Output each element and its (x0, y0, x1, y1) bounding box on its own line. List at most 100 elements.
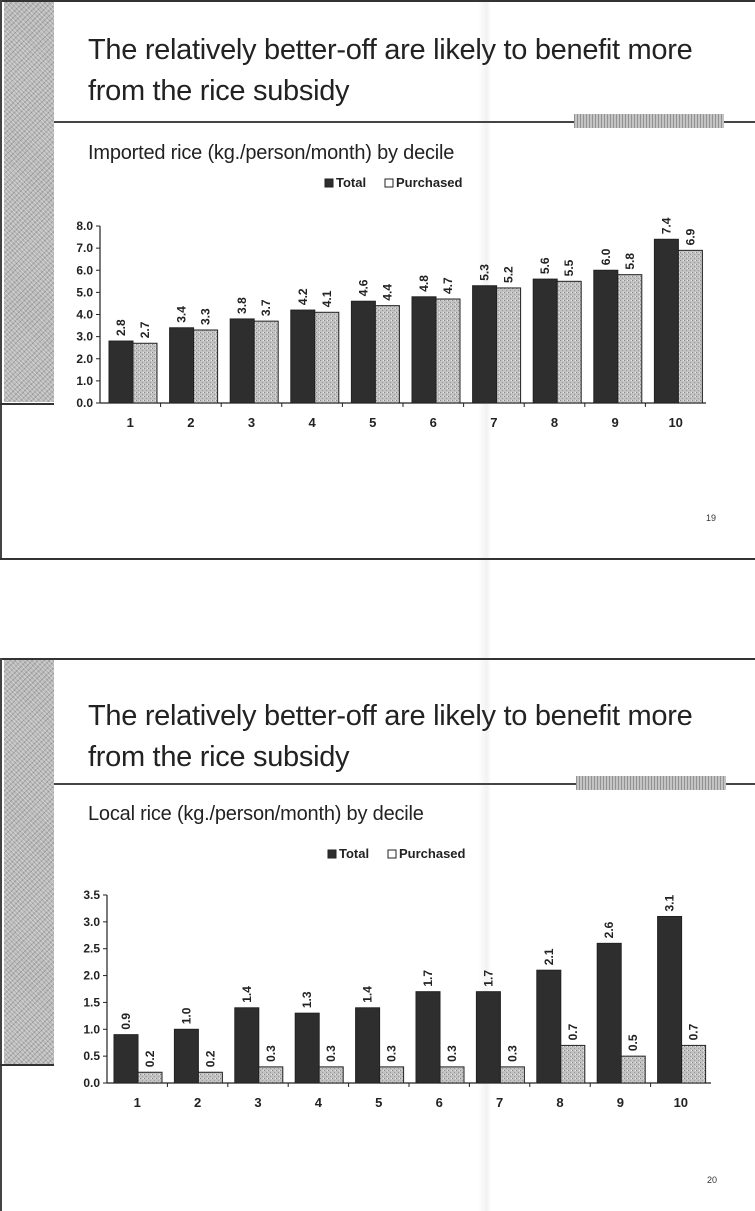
chart-subtitle: Imported rice (kg./person/month) by deci… (88, 142, 455, 164)
data-label: 4.2 (296, 288, 310, 305)
bar-total (350, 300, 376, 404)
bar-total (113, 1034, 139, 1084)
data-label: 3.1 (663, 894, 677, 911)
title-texture-strip (574, 114, 724, 128)
bar-purchased (374, 305, 400, 404)
slide-decorative-sidebar (4, 2, 54, 402)
slide-top-border (0, 0, 755, 2)
y-tick-label: 2.0 (83, 969, 100, 983)
data-label: 2.7 (138, 321, 152, 338)
title-texture-strip (576, 776, 726, 790)
slide-title-line2: from the rice subsidy (88, 75, 350, 107)
bar-total (173, 1028, 199, 1084)
data-label: 4.6 (356, 279, 370, 296)
data-label: 0.3 (264, 1045, 278, 1062)
bar-total (355, 1007, 381, 1084)
slide-title-line1: The relatively better-off are likely to … (88, 700, 693, 732)
bar-purchased (193, 329, 219, 404)
data-label: 4.4 (380, 284, 394, 301)
legend-label-total: Total (336, 175, 366, 190)
bar-purchased (258, 1066, 284, 1084)
data-label: 0.3 (445, 1045, 459, 1062)
bar-purchased (560, 1044, 586, 1084)
x-tick-label: 1 (134, 1095, 141, 1110)
bar-total (234, 1007, 260, 1084)
bar-purchased (496, 287, 522, 404)
x-tick-label: 6 (430, 415, 437, 430)
bar-total (472, 285, 498, 404)
bar-purchased (253, 320, 279, 404)
x-tick-label: 5 (375, 1095, 382, 1110)
data-label: 0.5 (626, 1034, 640, 1051)
y-tick-label: 0.5 (83, 1049, 100, 1063)
bar-purchased (556, 280, 582, 404)
sidebar-divider (0, 403, 54, 405)
data-label: 5.6 (538, 257, 552, 274)
data-label: 6.9 (683, 228, 697, 245)
data-label: 0.7 (687, 1023, 701, 1040)
slide-left-border (0, 658, 2, 1211)
data-label: 0.2 (143, 1050, 157, 1067)
bar-purchased (617, 274, 643, 404)
y-tick-label: 8.0 (76, 219, 93, 233)
data-label: 2.6 (602, 921, 616, 938)
bar-total (169, 327, 195, 404)
x-tick-label: 1 (127, 415, 134, 430)
data-label: 1.4 (361, 986, 375, 1003)
bar-total (596, 942, 622, 1084)
data-label: 4.1 (320, 290, 334, 307)
legend-label-purchased: Purchased (396, 175, 463, 190)
title-rule (54, 783, 755, 785)
data-label: 4.8 (417, 275, 431, 292)
y-tick-label: 3.5 (83, 888, 100, 902)
bar-purchased (435, 298, 461, 404)
bar-total (653, 238, 679, 404)
slide-title: The relatively better-off are likely to … (88, 696, 693, 778)
bar-total (532, 278, 558, 404)
x-tick-label: 4 (308, 415, 316, 430)
x-tick-label: 9 (611, 415, 618, 430)
bar-purchased (499, 1066, 525, 1084)
data-label: 5.5 (562, 259, 576, 276)
data-label: 1.0 (179, 1007, 193, 1024)
data-label: 1.7 (421, 970, 435, 987)
x-tick-label: 8 (551, 415, 558, 430)
slide-left-border (0, 0, 2, 560)
x-tick-label: 8 (556, 1095, 563, 1110)
y-tick-label: 1.5 (83, 995, 100, 1009)
y-tick-label: 7.0 (76, 241, 93, 255)
slide-bottom-border (0, 558, 755, 560)
data-label: 3.3 (199, 308, 213, 325)
bar-total (229, 318, 255, 404)
bar-purchased (681, 1044, 707, 1084)
data-label: 0.3 (324, 1045, 338, 1062)
slide-title: The relatively better-off are likely to … (88, 30, 693, 112)
slide-decorative-sidebar (4, 660, 54, 1064)
bar-purchased (318, 1066, 344, 1084)
bar-total (108, 340, 134, 404)
bar-purchased (677, 249, 703, 404)
bar-total (415, 991, 441, 1084)
legend-label-purchased: Purchased (399, 846, 466, 861)
x-tick-label: 6 (436, 1095, 443, 1110)
x-tick-label: 2 (194, 1095, 201, 1110)
y-tick-label: 0.0 (76, 396, 93, 410)
imported-rice-chart: 0.0 1.0 2.0 3.0 4.0 5.0 6.0 7.0 8.0 1 2.8 2.7 2 3.4 3.… (76, 175, 706, 430)
y-tick-label: 2.5 (83, 942, 100, 956)
bar-total (290, 309, 316, 404)
y-tick-label: 6.0 (76, 263, 93, 277)
legend-label-total: Total (339, 846, 369, 861)
page-number: 19 (706, 513, 717, 523)
data-label: 2.1 (542, 948, 556, 965)
data-label: 0.9 (119, 1013, 133, 1030)
bar-purchased (137, 1071, 163, 1084)
data-label: 0.7 (566, 1023, 580, 1040)
bar-total (475, 991, 501, 1084)
title-rule (54, 121, 755, 123)
data-label: 7.4 (659, 217, 673, 234)
x-tick-label: 10 (674, 1095, 688, 1110)
data-label: 1.7 (481, 970, 495, 987)
x-tick-label: 3 (254, 1095, 261, 1110)
slide-19: The relatively better-off are likely to … (0, 0, 755, 562)
data-label: 0.2 (203, 1050, 217, 1067)
